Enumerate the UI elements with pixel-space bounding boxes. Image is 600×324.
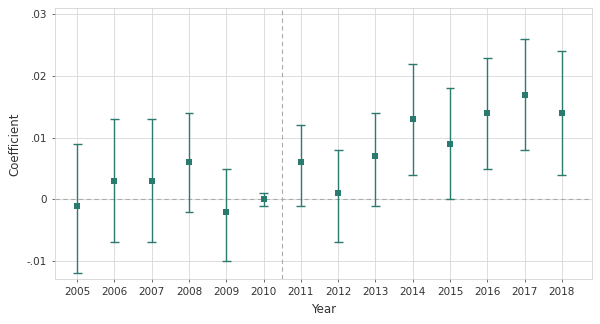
Y-axis label: Coefficient: Coefficient — [8, 112, 22, 176]
X-axis label: Year: Year — [311, 303, 336, 316]
